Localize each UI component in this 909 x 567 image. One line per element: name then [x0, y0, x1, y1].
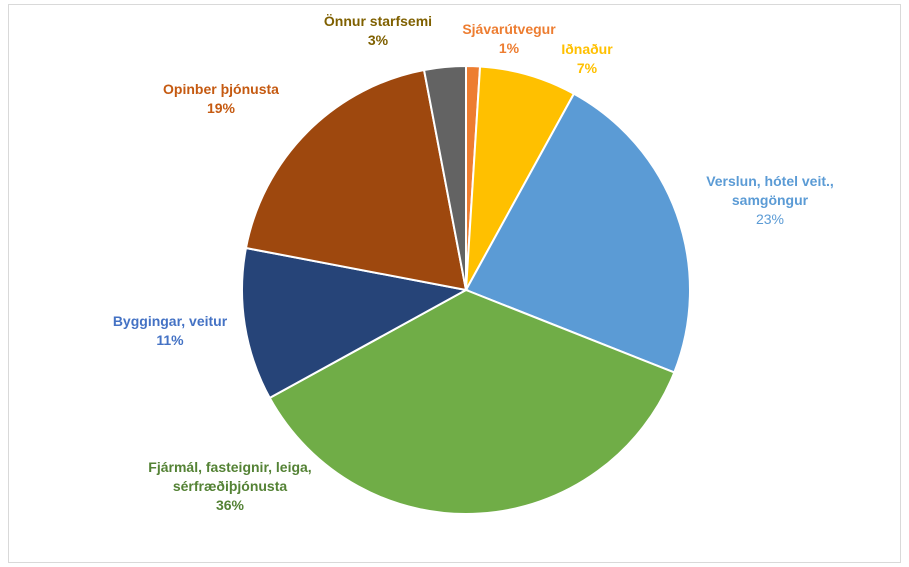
- value-label: 19%: [206, 100, 236, 116]
- category-label: Önnur starfsemi: [323, 13, 433, 29]
- category-label: Byggingar, veitur: [112, 313, 228, 329]
- value-label: 11%: [156, 332, 184, 348]
- data-label: Fjármál, fasteignir, leiga, sérfræðiþjón…: [144, 458, 316, 515]
- pie-slice: [422, 64, 467, 291]
- data-label: Byggingar, veitur 11%: [80, 312, 260, 350]
- category-label: Opinber þjónusta: [163, 81, 279, 97]
- data-label: Sjávarútvegur 1%: [439, 20, 579, 58]
- pie-slice: [244, 68, 468, 292]
- value-label: 1%: [498, 40, 520, 56]
- value-label: 7%: [576, 60, 598, 76]
- category-label: Verslun, hótel veit., samgöngur: [706, 173, 834, 208]
- data-label: Verslun, hótel veit., samgöngur 23%: [685, 172, 855, 229]
- data-label: Opinber þjónusta 19%: [131, 80, 311, 118]
- pie-slice: [241, 246, 469, 400]
- pie-slice: [464, 92, 691, 374]
- data-label: Önnur starfsemi 3%: [298, 12, 458, 50]
- value-label: 3%: [367, 32, 389, 48]
- value-label: 36%: [215, 497, 245, 513]
- value-label: 23%: [755, 211, 785, 227]
- category-label: Iðnaður: [561, 41, 613, 57]
- category-label: Fjármál, fasteignir, leiga, sérfræðiþjón…: [148, 459, 312, 494]
- data-label: Iðnaður 7%: [537, 40, 637, 78]
- category-label: Sjávarútvegur: [462, 21, 556, 37]
- pie-slice: [268, 288, 676, 515]
